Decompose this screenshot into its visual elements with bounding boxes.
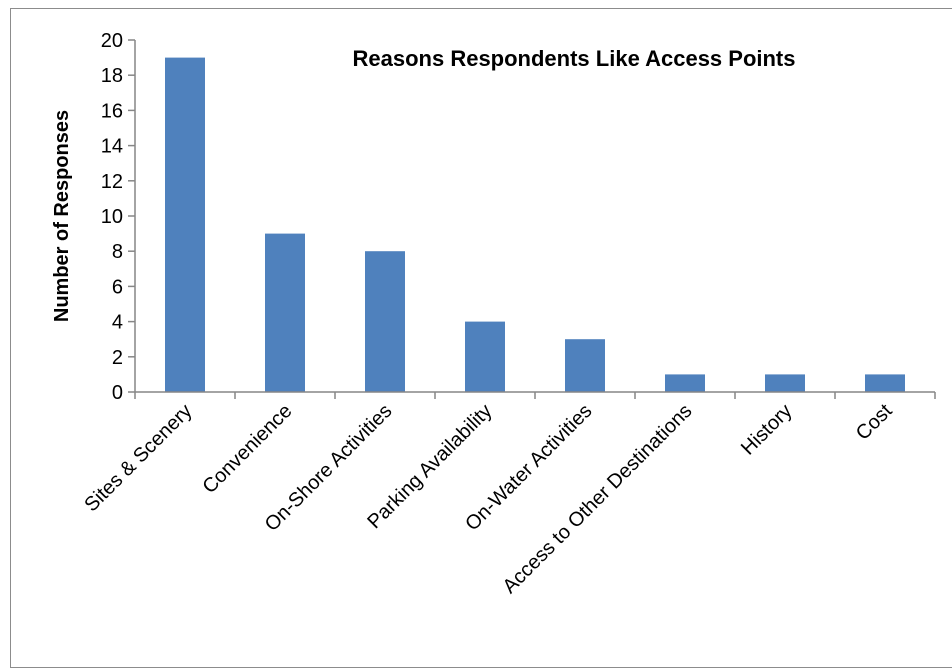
y-tick-label: 16 <box>101 100 123 122</box>
y-tick-label: 6 <box>112 276 123 298</box>
x-category-label: Access to Other Destinations <box>499 400 697 598</box>
bar <box>165 57 205 392</box>
x-category-label: History <box>737 400 797 460</box>
bar <box>465 321 505 392</box>
y-tick-label: 12 <box>101 171 123 193</box>
bars <box>165 57 905 392</box>
y-axis-title: Number of Responses <box>51 110 73 322</box>
bar <box>865 374 905 392</box>
y-tick-label: 0 <box>112 382 123 404</box>
y-tick-label: 20 <box>101 30 123 52</box>
bar <box>665 374 705 392</box>
y-axis: 0 2 4 6 8 10 12 14 16 18 20 <box>101 30 136 404</box>
x-category-label: Cost <box>852 400 897 445</box>
bar <box>265 233 305 392</box>
x-category-label: Sites & Scenery <box>80 400 196 516</box>
x-category-label: Convenience <box>198 400 296 498</box>
y-tick-label: 4 <box>112 312 123 334</box>
y-tick-label: 18 <box>101 65 123 87</box>
y-tick-label: 8 <box>112 241 123 263</box>
chart-title: Reasons Respondents Like Access Points <box>353 46 796 71</box>
bar <box>765 374 805 392</box>
y-tick-label: 14 <box>101 136 123 158</box>
bar <box>365 251 405 392</box>
y-tick-label: 2 <box>112 347 123 369</box>
y-tick-label: 10 <box>101 206 123 228</box>
bar <box>565 339 605 392</box>
